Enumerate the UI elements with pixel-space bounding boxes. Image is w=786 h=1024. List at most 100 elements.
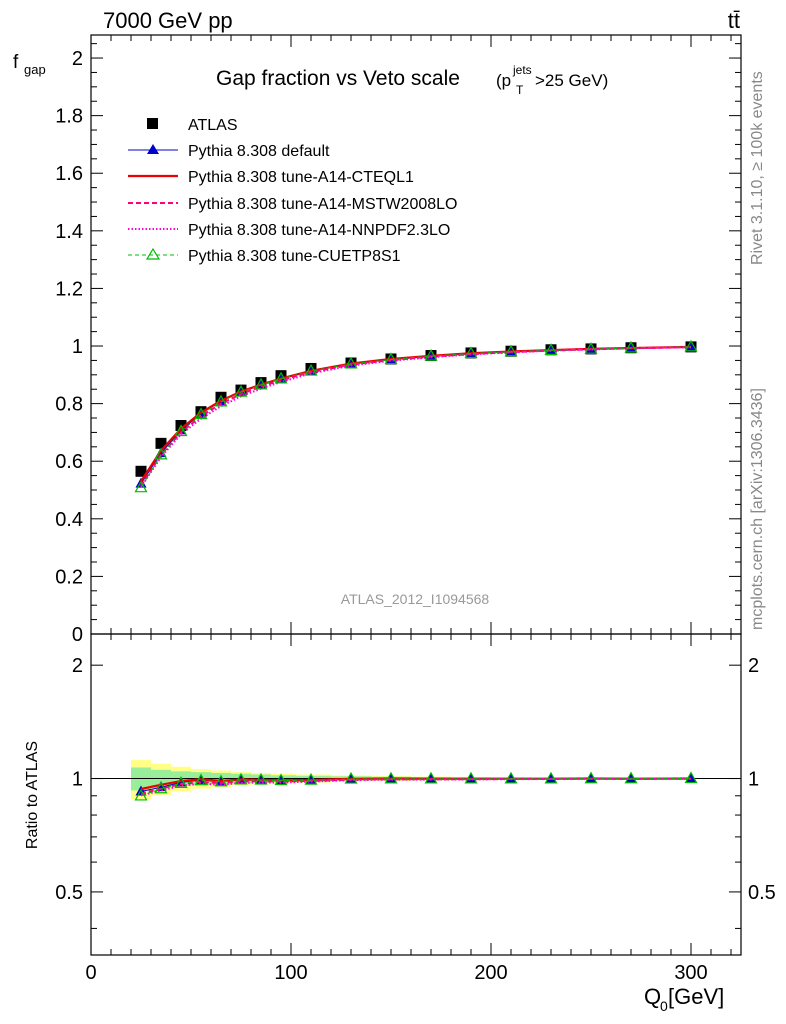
ratio-cuetp8s1-marker: [234, 772, 248, 785]
x-axis-label: Q 0 [GeV]: [644, 984, 724, 1014]
series-cteql1-line: [140, 345, 692, 482]
legend-label-atlas: ATLAS: [188, 117, 238, 134]
chart-title: Gap fraction vs Veto scale (p jets T >25…: [216, 63, 608, 97]
ratio-cuetp8s1-marker: [344, 771, 358, 784]
ratio-cuetp8s1-marker: [154, 781, 168, 794]
series-cuetp8s1-marker: [254, 377, 268, 390]
series-default-marker: [685, 340, 697, 351]
ratio-cuetp8s1-marker: [504, 771, 518, 784]
ratio-cuetp8s1-marker: [584, 771, 598, 784]
axis-ticks: [90, 35, 741, 955]
y-tick-label-ratio-right: 0.5: [748, 882, 776, 904]
ratio-plot-frame: [90, 633, 742, 956]
source-label: mcplots.cern.ch [arXiv:1306.3436]: [749, 388, 766, 630]
y-tick-label-main: 1: [72, 336, 83, 358]
series-cuetp8s1-marker: [384, 352, 398, 365]
series-cuetp8s1-marker: [504, 344, 518, 357]
title-sub-t: T: [516, 83, 524, 97]
process-label: tt̄: [728, 8, 740, 33]
ratio-cuetp8s1-marker: [304, 772, 318, 785]
title-sub: (p: [496, 71, 511, 90]
series-cuetp8s1-marker: [624, 340, 638, 353]
y-axis-label-main: f gap: [13, 52, 46, 77]
y-tick-label-main: 2: [72, 48, 83, 70]
legend-marker-atlas: [147, 118, 158, 129]
series-cuetp8s1-marker: [464, 346, 478, 359]
legend-label-cteql1: Pythia 8.308 tune-A14-CTEQL1: [188, 169, 414, 186]
y-tick-label-ratio: 1: [72, 769, 83, 791]
y-tick-label-main: 1.2: [55, 278, 83, 300]
y-axis-label-ratio: Ratio to ATLAS: [24, 741, 41, 849]
x-tick-label: 100: [274, 962, 307, 984]
ratio-cuetp8s1-marker: [544, 771, 558, 784]
legend-label-cuetp8s1: Pythia 8.308 tune-CUETP8S1: [188, 248, 401, 265]
ratio-cuetp8s1-marker: [134, 788, 148, 801]
series-cuetp8s1-marker: [274, 371, 288, 384]
series-default-line: [140, 346, 692, 484]
y-tick-label-main: 1.6: [55, 163, 83, 185]
series-nnpdf-line: [140, 346, 692, 488]
ylabel-main: f: [13, 52, 19, 73]
ratio-cuetp8s1-marker: [424, 771, 438, 784]
y-tick-label-ratio: 0.5: [55, 882, 83, 904]
rivet-label: Rivet 3.1.10, ≥ 100k events: [749, 71, 766, 265]
legend-marker-cuetp8s1: [145, 247, 161, 260]
y-tick-label-main: 0.2: [55, 566, 83, 588]
xlabel-q: Q: [644, 984, 661, 1009]
tick-labels: 0 100 200 300 0 0.2 0.4 0.6 0.8 1 1.2 1.4 1.6 1.8 2 0.5…: [55, 48, 776, 984]
ylabel-main-sub: gap: [24, 62, 46, 77]
y-tick-label-ratio-right: 2: [748, 655, 759, 677]
xlabel-unit: [GeV]: [668, 984, 724, 1009]
xlabel-sub: 0: [660, 998, 668, 1014]
legend-label-mstw: Pythia 8.308 tune-A14-MSTW2008LO: [188, 196, 457, 213]
main-series: [134, 339, 698, 493]
x-tick-label: 200: [474, 962, 507, 984]
title-sup: jets: [512, 63, 532, 77]
legend-marker-default: [147, 144, 159, 154]
analysis-label: ATLAS_2012_I1094568: [341, 591, 490, 607]
series-cuetp8s1-marker: [134, 480, 148, 493]
ratio-cuetp8s1-marker: [254, 772, 268, 785]
series-cuetp8s1-marker: [344, 356, 358, 369]
x-tick-label: 0: [85, 962, 96, 984]
y-tick-label-main: 0.6: [55, 451, 83, 473]
series-cuetp8s1-marker: [424, 348, 438, 361]
energy-label: 7000 GeV pp: [103, 8, 233, 33]
ratio-cuetp8s1-marker: [194, 773, 208, 786]
ratio-default-marker: [685, 772, 697, 783]
ratio-cuetp8s1-marker: [624, 771, 638, 784]
ratio-cuetp8s1-marker: [274, 773, 288, 786]
series-cuetp8s1-marker: [584, 341, 598, 354]
ratio-cuetp8s1-marker: [384, 771, 398, 784]
atlas-data-point: [155, 437, 167, 449]
series-cuetp8s1-marker: [194, 407, 208, 420]
ratio-mstw-line: [140, 777, 692, 795]
series-cuetp8s1-marker: [174, 424, 188, 437]
series-cuetp8s1-marker: [544, 343, 558, 355]
legend: ATLAS Pythia 8.308 default Pythia 8.308 …: [128, 117, 457, 265]
x-tick-label: 300: [674, 962, 707, 984]
y-tick-label-main: 0.4: [55, 509, 83, 531]
ratio-cuetp8s1-marker: [464, 771, 478, 784]
ratio-series: [134, 771, 698, 801]
series-cuetp8s1-marker: [684, 339, 698, 352]
y-tick-label-main: 0.8: [55, 394, 83, 416]
series-cuetp8s1-marker: [154, 447, 168, 460]
series-cuetp8s1-marker: [214, 394, 228, 407]
y-tick-label-main: 1.4: [55, 221, 83, 243]
atlas-data-point: [135, 465, 147, 477]
y-tick-label-ratio: 2: [72, 655, 83, 677]
ratio-cuetp8s1-marker: [174, 776, 188, 788]
series-cuetp8s1-marker: [304, 363, 318, 376]
ratio-cuetp8s1-marker: [684, 771, 698, 784]
legend-label-default: Pythia 8.308 default: [188, 143, 330, 160]
y-tick-label-main: 1.8: [55, 106, 83, 128]
series-cuetp8s1-line: [140, 346, 692, 488]
legend-label-nnpdf: Pythia 8.308 tune-A14-NNPDF2.3LO: [188, 222, 450, 239]
y-tick-label-ratio-right: 1: [748, 769, 759, 791]
y-tick-label-main: 0: [72, 624, 83, 646]
title-tail: >25 GeV): [535, 71, 608, 90]
series-mstw-line: [140, 346, 692, 487]
title-main: Gap fraction vs Veto scale: [216, 67, 460, 90]
